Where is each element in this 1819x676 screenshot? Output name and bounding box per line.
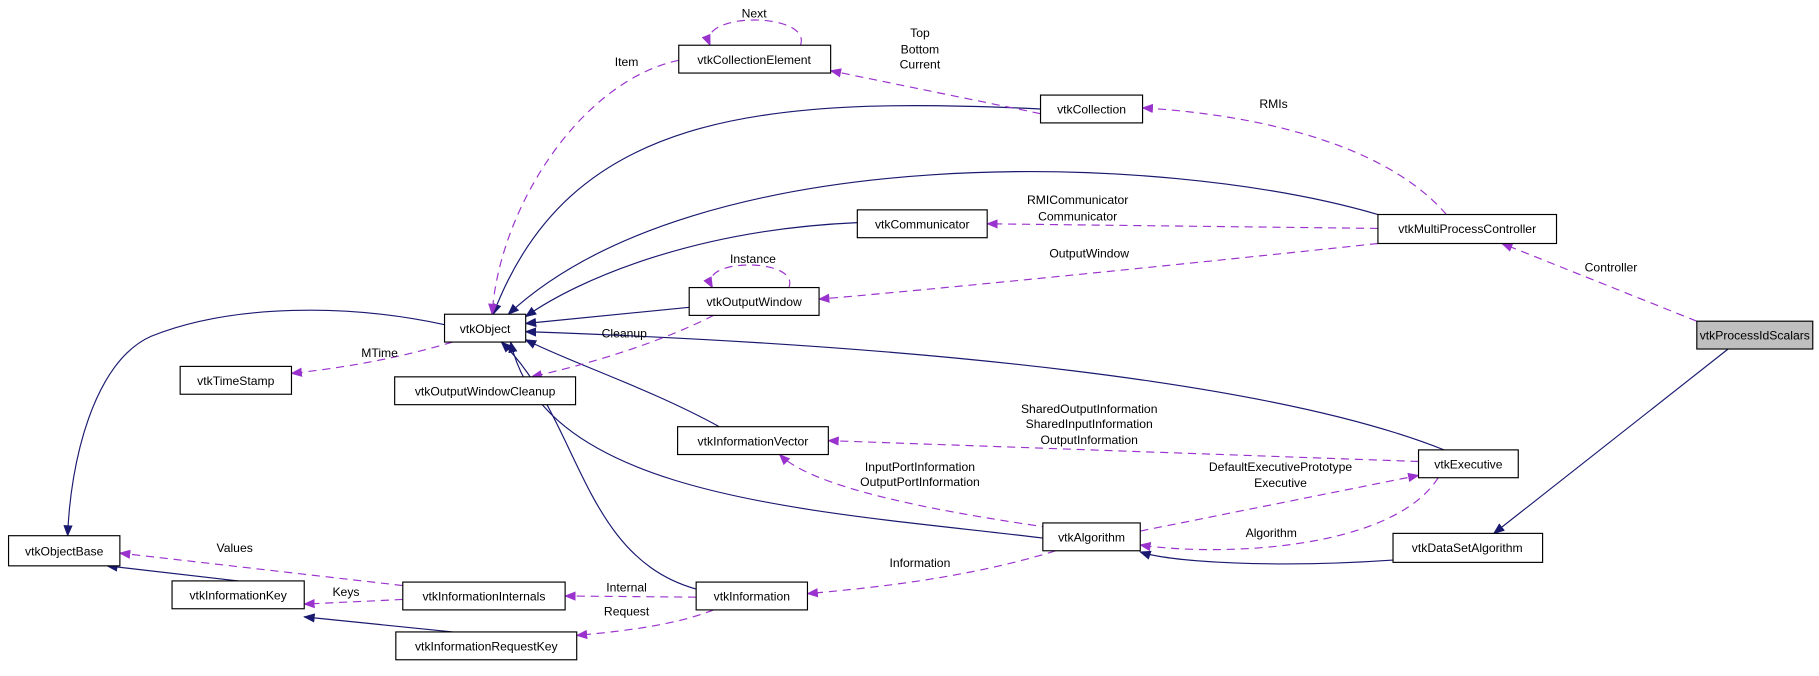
edge-request — [575, 609, 714, 640]
node-information-request-key[interactable]: vtkInformationRequestKey — [395, 631, 578, 661]
edge-top-bottom-current — [829, 68, 1041, 115]
label-request: Request — [604, 605, 650, 619]
node-label: vtkObject — [460, 322, 511, 336]
node-process-id-scalars[interactable]: vtkProcessIdScalars — [1696, 320, 1814, 350]
edge-item — [488, 59, 679, 316]
edge-collection-to-object — [492, 104, 1041, 316]
label-output-window: OutputWindow — [1049, 246, 1129, 260]
label-shared-output-information: SharedOutputInformation — [1021, 402, 1158, 416]
node-label: vtkOutputWindow — [706, 295, 801, 309]
node-label: vtkMultiProcessController — [1398, 222, 1536, 236]
edge-mtime — [290, 341, 453, 377]
node-label: vtkTimeStamp — [197, 374, 274, 388]
node-label: vtkDataSetAlgorithm — [1412, 541, 1523, 555]
node-information[interactable]: vtkInformation — [695, 581, 809, 611]
label-algorithm: Algorithm — [1246, 526, 1297, 540]
edge-executive-to-object — [524, 327, 1445, 451]
label-instance: Instance — [730, 252, 776, 266]
node-label: vtkOutputWindowCleanup — [415, 384, 556, 398]
node-label: vtkObjectBase — [25, 544, 104, 558]
edge-information — [806, 550, 1056, 598]
node-output-window[interactable]: vtkOutputWindow — [688, 286, 820, 316]
edge-infovector-to-object — [524, 339, 720, 428]
label-current: Current — [900, 57, 941, 71]
label-rmi-communicator: RMICommunicator — [1027, 193, 1128, 207]
edge-object-to-objectbase — [63, 309, 445, 537]
edge-values — [118, 549, 403, 587]
label-shared-input-information: SharedInputInformation — [1026, 417, 1153, 431]
node-label: vtkCommunicator — [875, 217, 970, 231]
label-top: Top — [910, 26, 930, 40]
edge-communicator — [986, 219, 1378, 230]
usage-edges — [118, 19, 1698, 640]
label-cleanup: Cleanup — [602, 326, 648, 340]
label-mtime: MTime — [361, 346, 398, 360]
edge-rmis — [1141, 103, 1447, 215]
edge-requestkey-to-informationkey — [303, 613, 453, 633]
edge-next — [701, 19, 802, 47]
node-label: vtkProcessIdScalars — [1700, 329, 1810, 343]
edge-executive — [1140, 472, 1420, 532]
edge-communicator-to-object — [524, 222, 858, 318]
edge-shared-information — [827, 436, 1419, 463]
node-label: vtkInformationKey — [189, 588, 287, 602]
edge-instance — [703, 264, 791, 289]
node-information-vector[interactable]: vtkInformationVector — [677, 426, 829, 456]
edge-internal — [563, 591, 697, 601]
label-keys: Keys — [332, 585, 359, 599]
edge-port-information — [778, 453, 1050, 529]
edge-controller-to-object — [507, 171, 1379, 316]
node-label: vtkInformationInternals — [422, 590, 545, 604]
edge-controller — [1500, 242, 1698, 322]
label-values: Values — [217, 541, 253, 555]
node-collection[interactable]: vtkCollection — [1039, 94, 1144, 124]
node-label: vtkCollection — [1057, 103, 1126, 117]
edge-information-to-object — [500, 341, 697, 590]
label-executive: Executive — [1254, 476, 1307, 490]
label-information: Information — [890, 556, 951, 570]
edge-processidscalars-to-datasetalgorithm — [1492, 348, 1729, 535]
label-internal: Internal — [606, 580, 647, 594]
label-next: Next — [742, 6, 768, 20]
node-label: vtkInformationVector — [698, 434, 809, 448]
node-executive[interactable]: vtkExecutive — [1417, 449, 1519, 479]
node-object-base[interactable]: vtkObjectBase — [7, 535, 121, 567]
label-input-port-information: InputPortInformation — [865, 460, 975, 474]
node-algorithm[interactable]: vtkAlgorithm — [1042, 522, 1141, 552]
node-label: vtkInformationRequestKey — [415, 639, 558, 653]
node-label: vtkCollectionElement — [697, 53, 811, 67]
node-multi-process-controller[interactable]: vtkMultiProcessController — [1377, 213, 1558, 245]
label-output-information: OutputInformation — [1041, 433, 1138, 447]
edge-output-window — [817, 242, 1379, 303]
edge-algorithm — [1139, 477, 1439, 552]
node-output-window-cleanup[interactable]: vtkOutputWindowCleanup — [394, 376, 577, 406]
node-time-stamp[interactable]: vtkTimeStamp — [179, 365, 293, 395]
edge-labels: Next Item Top Bottom Current RMIs RMICom… — [217, 6, 1638, 618]
node-information-internals[interactable]: vtkInformationInternals — [402, 581, 566, 611]
node-label: vtkAlgorithm — [1058, 530, 1125, 544]
edge-datasetalgorithm-to-algorithm — [1139, 550, 1394, 565]
node-data-set-algorithm[interactable]: vtkDataSetAlgorithm — [1392, 532, 1544, 563]
node-communicator[interactable]: vtkCommunicator — [856, 209, 988, 239]
node-information-key[interactable]: vtkInformationKey — [171, 580, 305, 610]
label-default-executive-prototype: DefaultExecutivePrototype — [1209, 460, 1352, 474]
node-collection-element[interactable]: vtkCollectionElement — [678, 44, 832, 74]
label-bottom: Bottom — [901, 42, 940, 56]
label-item: Item — [615, 55, 639, 69]
label-controller: Controller — [1585, 260, 1638, 274]
label-rmis: RMIs — [1259, 97, 1287, 111]
label-output-port-information: OutputPortInformation — [860, 475, 980, 489]
edge-outputwindow-to-object — [524, 306, 690, 328]
label-communicator: Communicator — [1038, 209, 1117, 223]
node-label: vtkExecutive — [1434, 457, 1502, 471]
node-object[interactable]: vtkObject — [443, 313, 527, 343]
edge-informationkey-to-objectbase — [105, 562, 239, 582]
node-label: vtkInformation — [714, 590, 790, 604]
edge-cleanup — [530, 314, 714, 380]
edge-keys — [303, 598, 403, 609]
